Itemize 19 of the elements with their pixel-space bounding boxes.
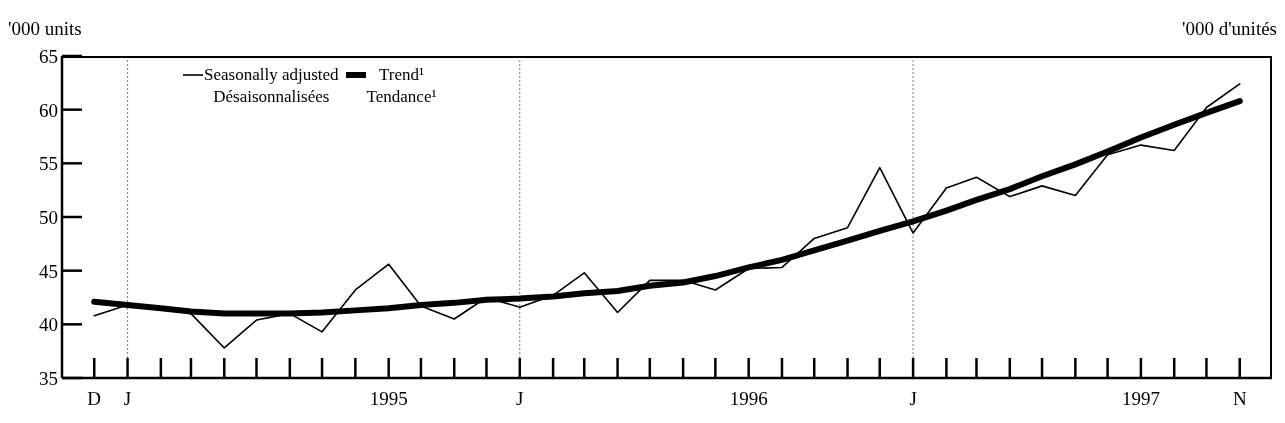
y-tick-label: 65 xyxy=(39,46,58,67)
x-tick-label: 1997 xyxy=(1121,388,1160,409)
x-tick-label: J xyxy=(123,388,132,409)
y-tick-label: 60 xyxy=(39,99,58,121)
y-tick-label: 55 xyxy=(39,153,58,175)
y-axis-title: '000 units xyxy=(8,18,82,40)
legend-label: Seasonally adjusted Désaisonnalisées xyxy=(204,64,339,108)
x-tick-label: 1995 xyxy=(369,388,408,409)
text: '000 d'unités xyxy=(1182,18,1277,40)
y-tick-label: 50 xyxy=(39,207,58,228)
x-tick-label: D xyxy=(87,388,102,409)
legend-label: Trend¹ Tendance¹ xyxy=(366,64,437,108)
y-tick-label: 40 xyxy=(39,314,58,336)
y-tick-label: 45 xyxy=(39,260,58,282)
x-tick-label: 1996 xyxy=(729,388,768,409)
x-tick-label: N xyxy=(1232,388,1247,409)
x-tick-label: J xyxy=(516,388,524,409)
x-tick-label: J xyxy=(909,388,917,409)
y-tick-label: 35 xyxy=(39,368,58,389)
